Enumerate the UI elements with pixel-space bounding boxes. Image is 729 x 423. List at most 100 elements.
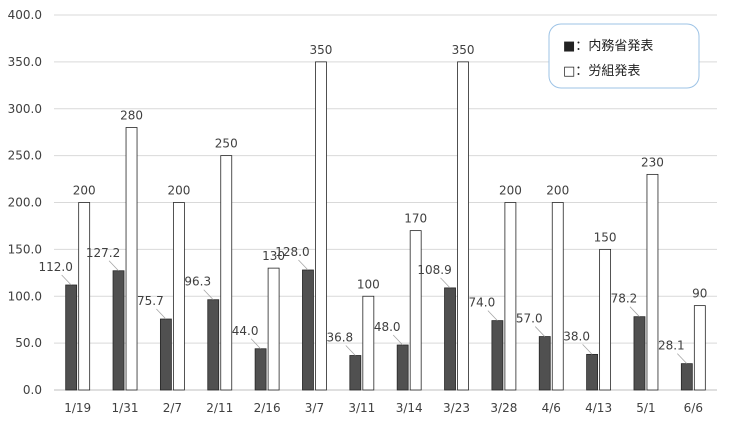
- x-tick-label: 3/23: [443, 401, 470, 415]
- y-tick-label: 150.0: [8, 242, 42, 256]
- data-label-naimusho: 28.1: [658, 339, 685, 353]
- x-tick-label: 4/6: [542, 401, 561, 415]
- data-label-naimusho: 96.3: [184, 275, 211, 289]
- x-tick-label: 3/14: [396, 401, 423, 415]
- legend-sep: ：: [575, 39, 588, 54]
- bar-naimusho: [538, 336, 551, 391]
- x-tick-label: 3/7: [305, 401, 324, 415]
- data-label-rouso: 280: [120, 109, 143, 123]
- leader-line: [203, 289, 214, 300]
- bar-rouso: [551, 202, 564, 391]
- data-label-naimusho: 74.0: [469, 296, 496, 310]
- data-label-rouso: 130: [262, 249, 285, 263]
- bar-naimusho: [65, 284, 78, 391]
- leader-line: [250, 338, 261, 350]
- x-axis-ticks: 1/19 1/31 2/7 2/11 2/16 3/7 3/11 3/14 3/23 3/28 4/…: [64, 401, 703, 415]
- x-tick-label: 3/11: [348, 401, 375, 415]
- data-label-rouso: 100: [357, 277, 380, 291]
- bar-rouso: [599, 248, 612, 391]
- data-labels: 112.0 200 127.2 280 75.7 200 96.3 250 44.0 130128…: [38, 43, 707, 353]
- legend-label-naimusho: 内務省発表: [588, 38, 653, 54]
- x-tick-label: 1/19: [64, 401, 91, 415]
- data-label-rouso: 230: [641, 155, 664, 169]
- y-axis-ticks: 0.0 50.0 100.0 150.0 200.0 250.0 300.0 350.0 400…: [8, 8, 42, 397]
- data-label-rouso: 200: [499, 184, 522, 198]
- bar-rouso: [78, 202, 91, 391]
- data-label-naimusho: 36.8: [326, 331, 353, 345]
- bar-rouso: [409, 230, 422, 391]
- legend: ■：内務省発表 □：労組発表: [548, 23, 700, 89]
- legend-item-naimusho: ■：内務省発表: [563, 38, 653, 54]
- data-label-rouso: 200: [167, 184, 190, 198]
- data-label-naimusho: 78.2: [611, 292, 638, 306]
- leader-line: [392, 334, 403, 346]
- leader-line: [677, 353, 688, 364]
- data-label-naimusho: 44.0: [232, 324, 259, 338]
- data-label-naimusho: 128.0: [275, 245, 309, 259]
- y-tick-label: 0.0: [23, 383, 42, 397]
- bar-rouso: [693, 305, 706, 391]
- bar-naimusho: [112, 270, 125, 391]
- legend-sep: ：: [575, 64, 588, 79]
- data-label-rouso: 350: [310, 43, 333, 57]
- legend-marker-hollow: □: [563, 64, 575, 79]
- x-tick-label: 2/16: [254, 401, 281, 415]
- data-label-naimusho: 38.0: [563, 329, 590, 343]
- bar-naimusho: [491, 320, 504, 391]
- leader-line: [156, 308, 167, 320]
- leader-line: [108, 260, 119, 272]
- data-label-naimusho: 108.9: [417, 263, 451, 277]
- data-label-naimusho: 48.0: [374, 320, 401, 334]
- leader-line: [582, 344, 593, 355]
- bar-rouso: [315, 61, 327, 391]
- bar-rouso: [172, 202, 185, 391]
- leader-line: [487, 310, 498, 321]
- data-label-naimusho: 75.7: [137, 294, 164, 308]
- y-tick-label: 350.0: [8, 55, 42, 69]
- legend-item-rouso: □：労組発表: [563, 64, 640, 79]
- y-tick-label: 400.0: [8, 8, 42, 22]
- bar-naimusho: [254, 348, 267, 391]
- bar-naimusho: [586, 353, 599, 391]
- bar-rouso: [362, 295, 375, 391]
- bar-naimusho: [349, 355, 362, 391]
- data-label-rouso: 170: [404, 212, 427, 226]
- leader-lines: [61, 259, 688, 364]
- data-label-rouso: 200: [73, 184, 96, 198]
- leader-line: [298, 259, 309, 271]
- data-label-naimusho: 57.0: [516, 312, 543, 326]
- bar-rouso: [267, 267, 280, 391]
- bar-naimusho: [396, 344, 409, 391]
- data-label-rouso: 200: [546, 184, 569, 198]
- bars: [65, 61, 706, 391]
- bar-rouso: [220, 155, 233, 391]
- bar-naimusho: [633, 316, 646, 391]
- bar-rouso: [646, 173, 659, 391]
- bar-rouso: [125, 127, 138, 391]
- data-label-rouso: 250: [215, 137, 238, 151]
- y-tick-label: 100.0: [8, 289, 42, 303]
- data-label-rouso: 350: [452, 43, 475, 57]
- leader-line: [440, 277, 451, 289]
- y-tick-label: 250.0: [8, 149, 42, 163]
- data-label-rouso: 150: [594, 230, 617, 244]
- leader-line: [534, 326, 546, 337]
- x-tick-label: 2/11: [206, 401, 233, 415]
- x-tick-label: 6/6: [684, 401, 703, 415]
- x-tick-label: 1/31: [112, 401, 139, 415]
- x-tick-label: 3/28: [490, 401, 517, 415]
- data-label-naimusho: 127.2: [86, 246, 120, 260]
- bar-naimusho: [159, 318, 172, 391]
- bar-rouso: [504, 202, 517, 391]
- leader-line: [61, 274, 72, 286]
- leader-line: [345, 345, 356, 356]
- bar-naimusho: [302, 269, 314, 391]
- x-tick-label: 2/7: [163, 401, 182, 415]
- bar-naimusho: [207, 299, 220, 391]
- legend-label-rouso: 労組発表: [588, 64, 640, 79]
- bar-rouso: [457, 61, 469, 391]
- legend-marker-filled: ■: [563, 39, 575, 54]
- bar-naimusho: [680, 363, 693, 391]
- data-label-naimusho: 112.0: [38, 260, 72, 274]
